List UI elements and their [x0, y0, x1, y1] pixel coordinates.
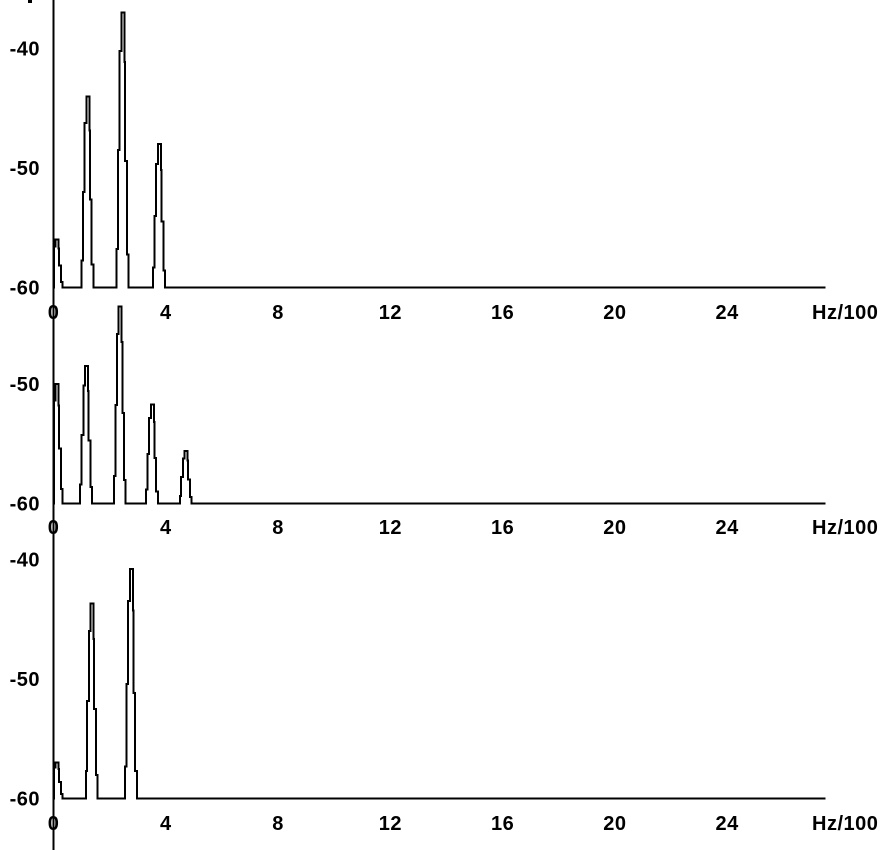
spectrum-panel-1: -40 -50 -60 0 4 8 12 16 20 24 Hz/100	[10, 11, 878, 324]
clipped-text-fragment	[28, 0, 32, 3]
x-tick-label: 12	[379, 302, 402, 324]
spectrum-series	[53, 305, 826, 505]
y-tick-label: -50	[10, 669, 40, 691]
x-tick-label: 4	[160, 813, 172, 835]
x-tick-label: 8	[272, 302, 284, 324]
x-tick-label: 20	[603, 302, 626, 324]
x-tick-label: 0	[48, 813, 60, 835]
x-tick-label: 8	[272, 813, 284, 835]
spectrum-series	[53, 11, 826, 289]
x-tick-label: 24	[716, 302, 740, 324]
x-tick-label: 8	[272, 517, 284, 539]
x-tick-label: 12	[379, 517, 402, 539]
x-tick-label: 4	[160, 517, 172, 539]
spectrum-panel-2: -50 -60 0 4 8 12 16 20 24 Hz/100	[10, 305, 878, 539]
x-tick-label: 16	[491, 813, 514, 835]
y-tick-label: -60	[10, 494, 40, 516]
y-tick-label: -60	[10, 278, 40, 300]
x-axis-unit-label: Hz/100	[812, 813, 878, 835]
x-tick-label: 20	[603, 813, 626, 835]
y-tick-label: -40	[10, 550, 40, 572]
y-tick-label: -50	[10, 158, 40, 180]
y-tick-label: -50	[10, 374, 40, 396]
x-tick-label: 0	[48, 302, 60, 324]
x-tick-label: 24	[716, 517, 740, 539]
x-tick-label: 4	[160, 302, 172, 324]
x-axis-unit-label: Hz/100	[812, 302, 878, 324]
x-tick-label: 0	[48, 517, 60, 539]
x-tick-label: 24	[716, 813, 740, 835]
x-tick-label: 20	[603, 517, 626, 539]
x-tick-label: 16	[491, 517, 514, 539]
spectrum-panel-3: -40 -50 -60 0 4 8 12 16 20 24 Hz/100	[10, 550, 878, 836]
x-tick-label: 16	[491, 302, 514, 324]
spectrum-series	[53, 568, 826, 800]
y-tick-label: -60	[10, 789, 40, 811]
y-tick-label: -40	[10, 39, 40, 61]
x-axis-unit-label: Hz/100	[812, 517, 878, 539]
x-tick-label: 12	[379, 813, 402, 835]
